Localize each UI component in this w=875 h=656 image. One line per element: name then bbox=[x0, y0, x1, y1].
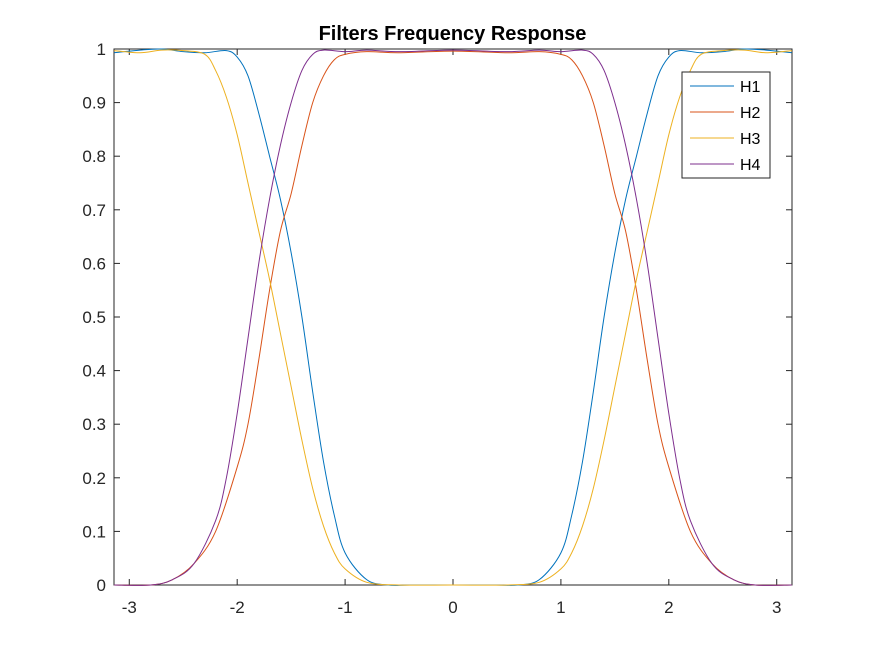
legend-label-h2: H2 bbox=[740, 105, 761, 122]
legend-label-h4: H4 bbox=[740, 157, 761, 174]
y-tick-label: 0.8 bbox=[82, 147, 106, 166]
x-tick-label: 3 bbox=[772, 598, 781, 617]
y-tick-label: 0 bbox=[97, 576, 106, 595]
y-tick-label: 0.7 bbox=[82, 201, 106, 220]
x-tick-label: 0 bbox=[448, 598, 457, 617]
y-tick-label: 1 bbox=[97, 40, 106, 59]
legend: H1 H2 H3 H4 bbox=[681, 71, 771, 179]
x-tick-label: -1 bbox=[338, 598, 353, 617]
y-tick-label: 0.9 bbox=[82, 94, 106, 113]
legend-label-h3: H3 bbox=[740, 131, 761, 148]
x-tick-label: -2 bbox=[230, 598, 245, 617]
y-tick-label: 0.3 bbox=[82, 415, 106, 434]
y-tick-label: 0.5 bbox=[82, 308, 106, 327]
y-tick-label: 0.2 bbox=[82, 469, 106, 488]
legend-label-h1: H1 bbox=[740, 79, 761, 96]
series-line-h4 bbox=[114, 49, 792, 586]
axis-ticks: -3 -2 -1 0 1 2 3 0 0.1 0.2 0.3 0.4 0.5 0.6 0.7 0.8 0.9 1 bbox=[82, 40, 792, 617]
y-tick-label: 0.6 bbox=[82, 254, 106, 273]
series-line-h3 bbox=[114, 49, 792, 586]
x-tick-label: 1 bbox=[556, 598, 565, 617]
x-tick-label: 2 bbox=[664, 598, 673, 617]
series-lines bbox=[114, 48, 792, 586]
plot-area bbox=[113, 48, 793, 586]
y-tick-label: 0.4 bbox=[82, 362, 106, 381]
series-line-h2 bbox=[114, 50, 792, 586]
legend-box bbox=[681, 71, 771, 179]
chart-title: Filters Frequency Response bbox=[319, 23, 587, 45]
y-tick-label: 0.1 bbox=[82, 522, 106, 541]
x-tick-label: -3 bbox=[122, 598, 137, 617]
